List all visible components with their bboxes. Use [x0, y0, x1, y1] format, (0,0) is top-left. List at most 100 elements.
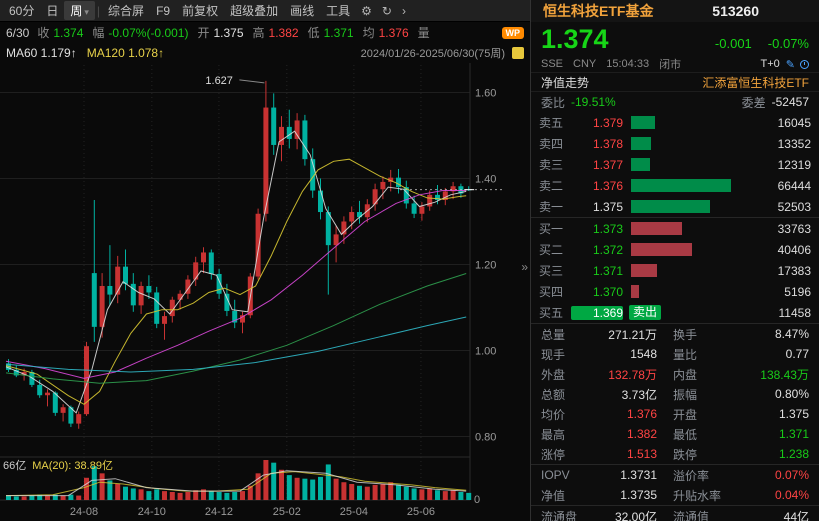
- stat-row: 流通盘 32.00亿 流通值 44亿: [531, 506, 819, 521]
- toolbar-item-day[interactable]: 日: [46, 4, 59, 18]
- weibi-row: 委比 -19.51% 委差 -52457: [531, 92, 819, 112]
- ask-row[interactable]: 卖四 1.378 13352: [539, 136, 811, 152]
- kline-chart[interactable]: 1.60 1.40 1.20 1.00 0.80 24-08 24-10 24-12 25-02…: [0, 63, 530, 521]
- stat-value: 0.07%: [774, 468, 809, 482]
- gear-icon[interactable]: ⚙: [361, 3, 372, 18]
- depth-price: 1.373: [592, 221, 623, 236]
- weibi-value: -19.51%: [571, 95, 616, 109]
- nav-trend-tab[interactable]: 净值走势: [541, 75, 590, 90]
- info-value: 1.374: [53, 25, 84, 40]
- info-value: 1.382: [268, 25, 299, 40]
- info-label-开: 开: [197, 26, 210, 40]
- info-items: 收 1.374 幅 -0.07%(-0.001) 开 1.375 高 1.382 低 1.371 均…: [37, 24, 433, 41]
- stat-value: 44亿: [783, 509, 809, 521]
- price-change-pct: -0.07%: [767, 36, 809, 51]
- info-label-低: 低: [307, 26, 320, 40]
- toolbar-item-week[interactable]: 周 ▾: [64, 1, 95, 20]
- toolbar-item-composite-screen[interactable]: 综合屏: [108, 4, 145, 18]
- collapse-panel-handle[interactable]: »: [521, 260, 528, 274]
- ask-row[interactable]: 卖一 1.375 52503: [539, 199, 811, 215]
- svg-text:25-06: 25-06: [407, 506, 435, 518]
- weicha-label: 委差: [741, 95, 766, 110]
- toolbar-item-60min[interactable]: 60分: [9, 4, 35, 18]
- depth-volume-bar: [631, 243, 692, 256]
- top-bar: 60分日周 ▾ | 综合屏 F9 前复权 超级叠加 画线 工具 ⚙ ↻ › 恒生科技ETF基金 513…: [0, 0, 819, 22]
- depth-price: 1.372: [592, 242, 623, 257]
- exchange-label: SSE: [541, 58, 564, 70]
- ma-label-MA120: MA120 1.078↑: [86, 46, 165, 60]
- toolbar-item-forward-adjust[interactable]: 前复权: [182, 4, 219, 18]
- bid-row[interactable]: 买三 1.371 17383: [539, 263, 811, 279]
- ma-items: MA60 1.179↑ MA120 1.078↑: [6, 46, 174, 60]
- stat-value: 1.371: [778, 427, 809, 441]
- bid-row[interactable]: 买五 1.369 卖出 11458: [539, 305, 811, 320]
- bid-row[interactable]: 买二 1.372 40406: [539, 242, 811, 258]
- depth-volume-bar: [631, 116, 655, 129]
- ma-label-MA60: MA60 1.179↑: [6, 46, 77, 60]
- ask-row[interactable]: 卖二 1.376 66444: [539, 178, 811, 194]
- stat-row: 现手 1548 量比 0.77: [541, 347, 809, 362]
- stat-value: 8.47%: [774, 327, 809, 341]
- date-range[interactable]: 2024/01/26-2025/06/30(75周): [360, 48, 505, 60]
- svg-text:24-10: 24-10: [138, 506, 166, 518]
- depth-volume-bar: [631, 137, 651, 150]
- svg-text:1.00: 1.00: [475, 346, 496, 358]
- trade-direction-badge: 卖出: [629, 305, 662, 320]
- stat-value: 1.238: [778, 447, 809, 461]
- info-label-均: 均: [362, 26, 375, 40]
- bid-row[interactable]: 买四 1.370 5196: [539, 284, 811, 300]
- toolbar-separator: |: [96, 3, 101, 18]
- info-value: 1.375: [213, 25, 244, 40]
- edit-icon[interactable]: ✎: [785, 58, 795, 71]
- stat-value: 1548: [630, 347, 657, 361]
- info-label-量: 量: [417, 26, 430, 40]
- svg-text:25-04: 25-04: [340, 506, 368, 518]
- toolbar-item-f9[interactable]: F9: [156, 3, 171, 18]
- stat-row: 总量 271.21万 换手 8.47%: [541, 327, 809, 342]
- depth-volume: 13352: [777, 136, 811, 151]
- depth-volume: 40406: [777, 242, 811, 257]
- stat-value: 0.80%: [774, 387, 809, 401]
- weicha-value: -52457: [771, 95, 809, 109]
- price-row: 1.374 -0.001 -0.07%: [531, 22, 819, 56]
- chart-column: 6/30 收 1.374 幅 -0.07%(-0.001) 开 1.375 高 1.382 低 1…: [0, 22, 530, 521]
- refresh-icon[interactable]: ↻: [381, 3, 392, 18]
- depth-volume: 5196: [784, 284, 811, 299]
- stat-value: 0.04%: [774, 488, 809, 502]
- depth-volume-bar: [631, 179, 731, 192]
- bookmark-icon[interactable]: [512, 47, 524, 59]
- stats-table: 总量 271.21万 换手 8.47% 现手 1548 量比 0.77 外盘 132.78万 内盘 1…: [531, 324, 819, 521]
- more-tools-icon[interactable]: ›: [401, 3, 406, 18]
- depth-volume: 33763: [777, 221, 811, 236]
- stat-value: 1.3731: [620, 468, 657, 482]
- bid-row[interactable]: 买一 1.373 33763: [539, 221, 811, 237]
- stat-value: 1.375: [778, 407, 809, 421]
- wp-badge[interactable]: WP: [501, 26, 524, 39]
- fund-name-link[interactable]: 汇添富恒生科技ETF: [702, 75, 809, 90]
- toolbar-item-super-overlay[interactable]: 超级叠加: [230, 4, 279, 18]
- stat-row: 总额 3.73亿 振幅 0.80%: [541, 387, 809, 402]
- depth-volume: 17383: [777, 263, 811, 278]
- ask-row[interactable]: 卖三 1.377 12319: [539, 157, 811, 173]
- toolbar-item-tools[interactable]: 工具: [326, 4, 351, 18]
- stat-row: IOPV 1.3731 溢价率 0.07%: [541, 468, 809, 483]
- depth-volume-bar: [631, 158, 650, 171]
- tplus-badge: T+0: [760, 58, 780, 70]
- price-change: -0.001: [714, 36, 752, 51]
- stat-value: 1.376: [626, 407, 657, 421]
- ohlc-info-bar: 6/30 收 1.374 幅 -0.07%(-0.001) 开 1.375 高 1.382 低 1…: [0, 22, 530, 43]
- market-status: 闭市: [659, 59, 682, 71]
- ask-row[interactable]: 卖五 1.379 16045: [539, 115, 811, 131]
- svg-text:1.40: 1.40: [475, 174, 496, 186]
- stat-value: 132.78万: [608, 367, 657, 382]
- clock-icon[interactable]: [800, 59, 809, 69]
- depth-volume: 66444: [777, 178, 811, 193]
- depth-price: 1.370: [592, 284, 623, 299]
- stat-value: 138.43万: [760, 367, 809, 382]
- info-label-幅: 幅: [92, 26, 105, 40]
- toolbar-item-draw-line[interactable]: 画线: [290, 4, 315, 18]
- stat-value: 3.73亿: [621, 387, 657, 402]
- chart-toolbar: 60分日周 ▾ | 综合屏 F9 前复权 超级叠加 画线 工具 ⚙ ↻ ›: [0, 0, 530, 22]
- depth-volume-bar: [631, 200, 710, 213]
